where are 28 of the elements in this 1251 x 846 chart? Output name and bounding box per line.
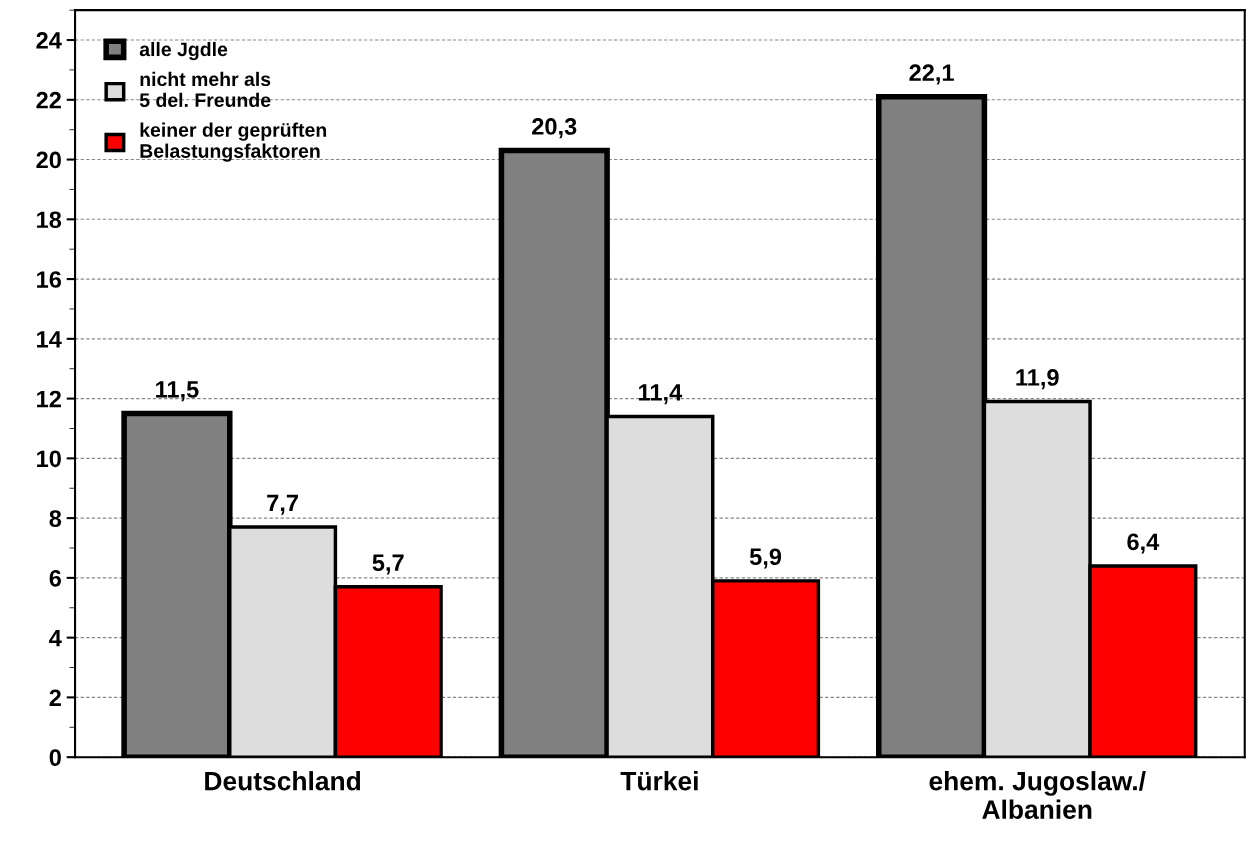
x-tick-label: ehem. Jugoslaw./ Albanien [929, 771, 1146, 819]
y-tick-label: 14 [37, 331, 62, 348]
y-tick-label: 12 [37, 390, 61, 408]
y-tick-label: 6 [49, 569, 62, 587]
data-label: 5,9 [749, 548, 782, 569]
legend-label: alle Jgdle [139, 41, 228, 61]
data-label: 22,1 [909, 64, 954, 85]
y-tick-label: 8 [49, 510, 62, 527]
y-tick-label: 18 [37, 211, 62, 229]
x-tick-label: Deutschland [205, 771, 361, 791]
data-label: 11,4 [639, 384, 683, 405]
y-tick-label: 10 [37, 450, 61, 468]
y-tick-label: 0 [49, 749, 61, 766]
legend-label: nicht mehr als 5 del. Freunde [139, 71, 271, 108]
y-tick-label: 4 [49, 629, 62, 647]
data-label: 20,3 [532, 118, 577, 139]
y-tick-label: 16 [37, 271, 62, 288]
data-label: 5,7 [372, 554, 404, 575]
x-tick-label: Türkei [620, 771, 698, 791]
data-label: 11,9 [1016, 369, 1059, 390]
y-tick-label: 2 [49, 689, 61, 706]
data-label: 11,5 [156, 381, 199, 402]
data-label: 6,4 [1127, 533, 1160, 554]
y-tick-label: 22 [36, 91, 61, 109]
data-label: 7,7 [267, 494, 298, 515]
y-tick-label: 24 [36, 32, 62, 49]
y-tick-label: 20 [36, 151, 61, 169]
legend-label: keiner der geprüften Belastungsfaktoren [140, 122, 327, 162]
